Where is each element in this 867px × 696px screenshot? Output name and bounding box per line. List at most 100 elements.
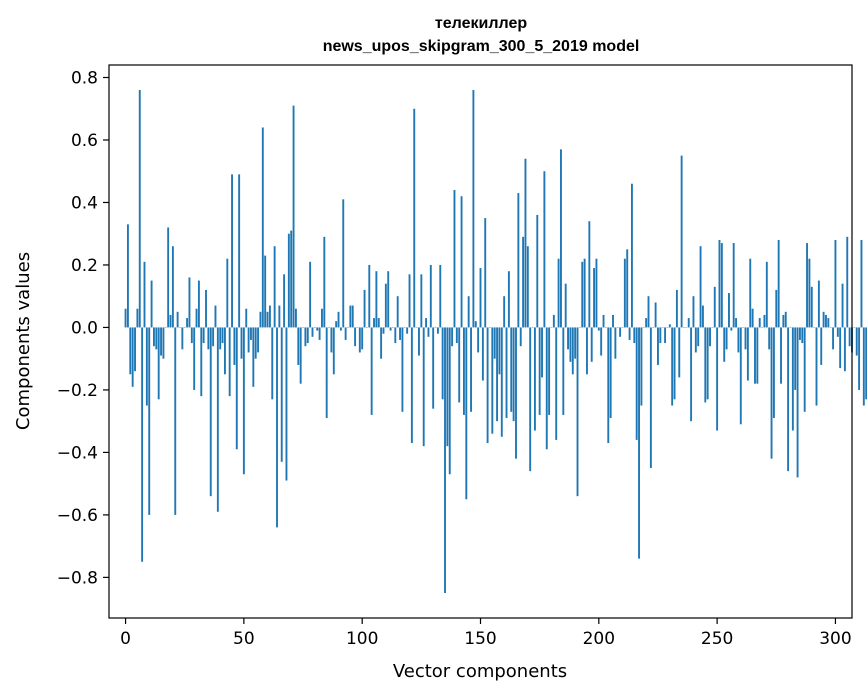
bar-component-76 bbox=[304, 327, 307, 347]
bar-component-57 bbox=[259, 311, 262, 328]
bar-component-199 bbox=[595, 258, 598, 328]
bar-component-34 bbox=[205, 289, 207, 328]
bar-component-47 bbox=[235, 327, 238, 450]
bar-component-225 bbox=[657, 327, 659, 365]
bar-component-186 bbox=[564, 283, 567, 328]
bar-component-84 bbox=[323, 236, 326, 328]
bar-component-147 bbox=[472, 89, 475, 328]
bar-component-286 bbox=[801, 327, 804, 344]
bar-component-252 bbox=[720, 243, 723, 328]
bar-component-304 bbox=[843, 327, 846, 372]
y-tick-label: −0.2 bbox=[57, 381, 98, 401]
bar-component-278 bbox=[782, 314, 785, 328]
bar-component-92 bbox=[342, 199, 345, 328]
bar-component-202 bbox=[602, 314, 605, 328]
x-tick-label: 200 bbox=[583, 629, 615, 649]
y-tick-label: 0.8 bbox=[71, 68, 98, 88]
bar-component-197 bbox=[590, 327, 593, 362]
bar-component-213 bbox=[628, 327, 631, 340]
bar-component-159 bbox=[500, 327, 503, 437]
bar-component-63 bbox=[273, 246, 276, 328]
bar-component-247 bbox=[709, 327, 711, 347]
bar-component-253 bbox=[723, 327, 726, 362]
bar-component-49 bbox=[240, 327, 243, 359]
bar-component-53 bbox=[250, 327, 252, 340]
bar-component-69 bbox=[287, 233, 290, 328]
bar-component-232 bbox=[673, 327, 676, 400]
bar-component-70 bbox=[290, 230, 293, 328]
bar-component-2 bbox=[129, 327, 132, 375]
bar-component-56 bbox=[257, 327, 260, 353]
bar-component-313 bbox=[865, 327, 867, 400]
bar-component-51 bbox=[245, 308, 248, 328]
bar-component-152 bbox=[484, 218, 487, 328]
bar-component-33 bbox=[202, 327, 205, 344]
bar-component-68 bbox=[285, 327, 288, 481]
bar-component-18 bbox=[167, 227, 170, 328]
bar-component-136 bbox=[446, 327, 449, 447]
bar-component-78 bbox=[309, 261, 312, 328]
bar-component-260 bbox=[739, 327, 742, 425]
bar-component-290 bbox=[810, 286, 813, 328]
bar-component-165 bbox=[515, 327, 517, 459]
bar-component-62 bbox=[271, 327, 274, 400]
bar-component-125 bbox=[420, 274, 423, 328]
bar-component-306 bbox=[848, 327, 851, 347]
bar-component-101 bbox=[363, 289, 366, 328]
bar-component-7 bbox=[141, 327, 144, 562]
bar-component-161 bbox=[505, 327, 508, 419]
bar-component-44 bbox=[228, 327, 231, 397]
bar-component-212 bbox=[626, 249, 629, 328]
bar-component-257 bbox=[732, 243, 735, 328]
bar-component-144 bbox=[465, 327, 468, 500]
bar-component-251 bbox=[718, 239, 721, 328]
bar-component-96 bbox=[351, 305, 354, 328]
bar-component-214 bbox=[630, 183, 633, 328]
bar-component-122 bbox=[413, 108, 416, 328]
bar-component-218 bbox=[640, 327, 643, 406]
x-axis-label: Vector components bbox=[393, 661, 567, 682]
bar-component-12 bbox=[153, 327, 155, 347]
bar-component-21 bbox=[174, 327, 177, 515]
bar-component-312 bbox=[862, 327, 865, 406]
bar-component-193 bbox=[581, 261, 584, 328]
bar-component-179 bbox=[548, 327, 551, 415]
bar-component-266 bbox=[754, 327, 756, 384]
bar-component-295 bbox=[822, 311, 825, 328]
bar-component-211 bbox=[623, 258, 626, 328]
bar-component-146 bbox=[470, 327, 472, 412]
bar-component-38 bbox=[214, 305, 217, 328]
bar-component-121 bbox=[410, 327, 413, 444]
bar-component-120 bbox=[408, 274, 411, 328]
bar-component-276 bbox=[777, 239, 780, 328]
bar-component-150 bbox=[479, 268, 482, 328]
bar-component-108 bbox=[380, 327, 383, 359]
bar-component-249 bbox=[713, 286, 716, 328]
x-tick-label: 150 bbox=[464, 629, 496, 649]
bar-component-134 bbox=[441, 327, 444, 400]
y-tick-label: −0.4 bbox=[57, 443, 98, 463]
bar-component-300 bbox=[834, 239, 837, 328]
bar-component-160 bbox=[503, 296, 506, 328]
bar-component-302 bbox=[839, 327, 842, 369]
bar-component-311 bbox=[860, 239, 863, 328]
bar-component-256 bbox=[730, 327, 733, 331]
bar-component-58 bbox=[261, 127, 264, 328]
y-tick-label: 0.0 bbox=[71, 318, 98, 338]
bar-component-158 bbox=[498, 327, 501, 375]
bar-component-273 bbox=[770, 327, 773, 459]
bar-component-52 bbox=[247, 327, 250, 353]
bar-component-189 bbox=[571, 327, 574, 375]
bar-component-81 bbox=[316, 327, 319, 331]
bar-component-173 bbox=[533, 327, 536, 431]
bar-component-264 bbox=[749, 258, 752, 328]
bar-component-20 bbox=[171, 246, 174, 328]
bar-component-282 bbox=[791, 327, 794, 431]
bar-component-148 bbox=[474, 321, 477, 328]
bar-component-167 bbox=[519, 327, 522, 347]
bar-component-259 bbox=[737, 327, 740, 353]
bar-component-28 bbox=[190, 327, 193, 344]
bar-component-188 bbox=[569, 327, 572, 362]
bar-component-24 bbox=[181, 327, 184, 350]
bar-component-174 bbox=[536, 214, 539, 328]
